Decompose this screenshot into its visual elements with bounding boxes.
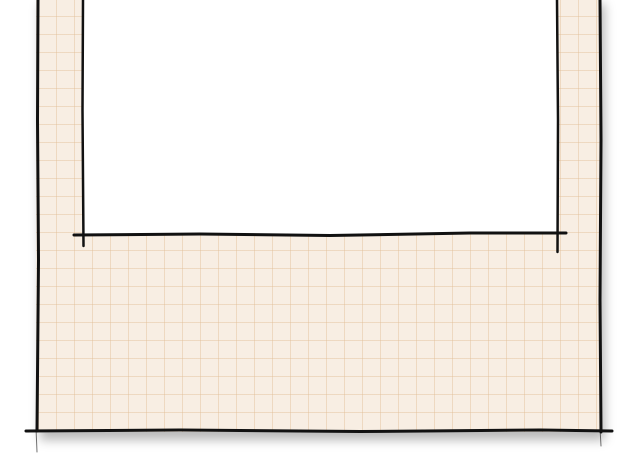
blank-panel (82, 0, 558, 234)
